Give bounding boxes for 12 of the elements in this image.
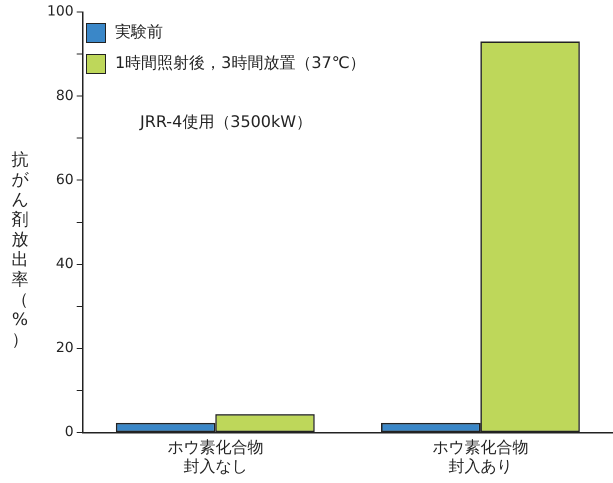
legend-label: 1時間照射後，3時間放置（37℃） [115, 53, 366, 74]
text: 抗がん剤放出率（%） [12, 150, 28, 350]
annotation: JRR-4使用（3500kW） [140, 112, 312, 133]
x-tick-label: ホウ素化合物封入なし [167, 437, 264, 476]
x-tick-label: ホウ素化合物封入あり [432, 437, 528, 476]
y-tick-label: 0 [64, 424, 74, 440]
legend-label: 実験前 [115, 22, 163, 43]
y-tick-label: 20 [56, 340, 74, 356]
y-tick-label: 100 [46, 4, 74, 20]
y-tick-label: 80 [56, 88, 74, 104]
y-tick-label: 60 [56, 172, 74, 188]
y-tick-label: 40 [56, 256, 74, 272]
